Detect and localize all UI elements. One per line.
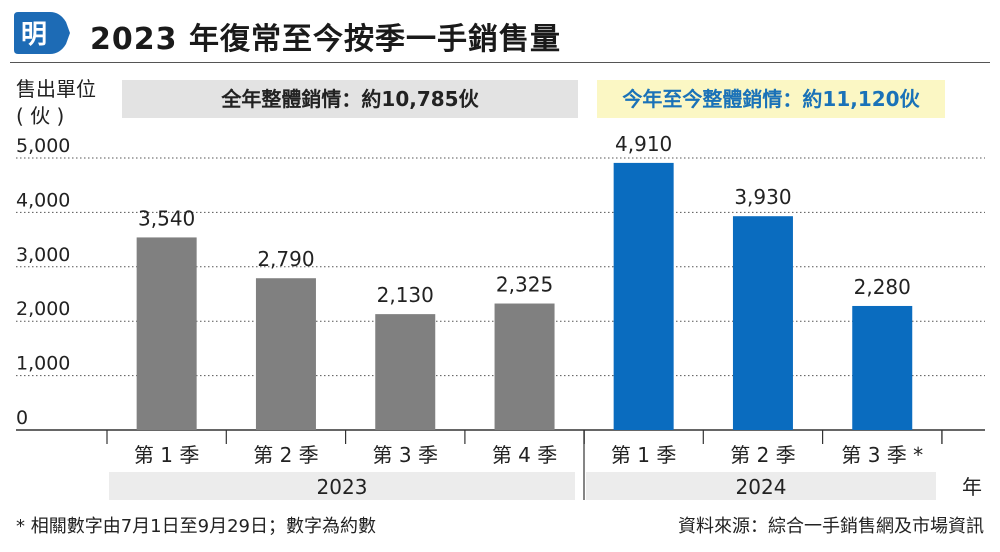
- bar-2023-q2: [255, 278, 316, 430]
- bar-2024-q1: [613, 162, 674, 430]
- banner-2023-total: 全年整體銷情：約10,785伙: [122, 80, 578, 118]
- y-tick-label: 0: [16, 407, 28, 429]
- bar-value-label: 2,325: [496, 273, 553, 297]
- bar-value-label: 2,790: [257, 247, 314, 271]
- logo-glyph: 明: [21, 20, 47, 50]
- x-axis-unit: 年: [962, 475, 982, 499]
- year-band-2023: [109, 472, 575, 500]
- y-tick-label: 3,000: [16, 244, 70, 266]
- y-tick-label: 2,000: [16, 298, 70, 320]
- x-category-label: 第 1 季: [611, 443, 676, 467]
- bar-value-label: 3,540: [138, 206, 195, 230]
- x-category-label: 第 4 季: [492, 443, 557, 467]
- bar-2023-q3: [375, 314, 436, 430]
- bar-chart: 0 1,000 2,000 3,000 4,000 5,000 3,540 第 1 季 2,79…: [16, 132, 985, 500]
- y-tick-label: 5,000: [16, 135, 70, 157]
- x-category-label: 第 3 季 *: [841, 443, 923, 467]
- year-label: 2023: [317, 475, 368, 499]
- source-note: 資料來源：綜合一手銷售網及市場資訊: [678, 516, 984, 537]
- y-axis-unit: 售出單位 ( 伙 ): [16, 76, 96, 130]
- bar-2023-q1: [136, 237, 197, 430]
- bar-value-label: 4,910: [615, 132, 672, 156]
- x-category-label: 第 2 季: [730, 443, 795, 467]
- footnote: * 相關數字由7月1日至9月29日；數字為約數: [16, 516, 376, 537]
- ming-pao-logo: 明: [14, 12, 70, 54]
- bar-2024-q2: [732, 216, 793, 430]
- year-label: 2024: [736, 475, 787, 499]
- bar-2024-q3: [852, 305, 913, 430]
- title-divider: [10, 62, 990, 63]
- banner-2024-total: 今年至今整體銷情：約11,120伙: [597, 80, 945, 118]
- year-band-2024: [586, 472, 936, 500]
- x-category-label: 第 3 季: [373, 443, 438, 467]
- y-axis-unit-line1: 售出單位: [16, 77, 96, 101]
- y-tick-label: 4,000: [16, 189, 70, 211]
- y-tick-label: 1,000: [16, 353, 70, 375]
- x-category-label: 第 2 季: [253, 443, 318, 467]
- chart-title: 2023 年復常至今按季一手銷售量: [90, 22, 561, 57]
- y-axis-unit-line2: ( 伙 ): [16, 104, 65, 128]
- bar-value-label: 3,930: [734, 185, 791, 209]
- bar-value-label: 2,130: [377, 283, 434, 307]
- x-category-label: 第 1 季: [134, 443, 199, 467]
- bar-2023-q4: [494, 303, 555, 430]
- bar-value-label: 2,280: [854, 275, 911, 299]
